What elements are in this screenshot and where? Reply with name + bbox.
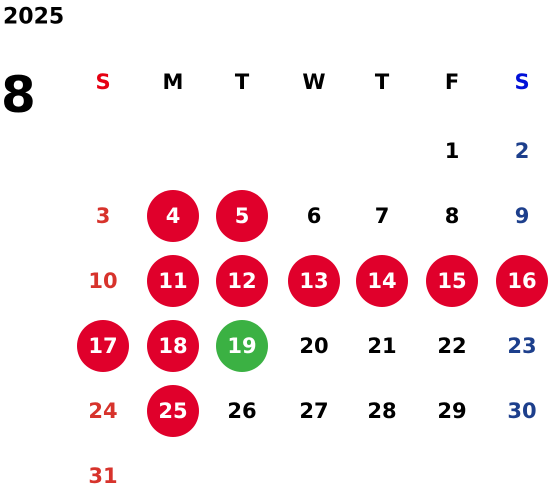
day-highlight	[426, 255, 478, 307]
day-highlight	[147, 385, 199, 437]
day-number: 31	[88, 464, 117, 488]
day-highlight	[216, 255, 268, 307]
day-number: 8	[445, 204, 460, 228]
day-highlight	[288, 255, 340, 307]
weekday-label: S	[514, 70, 529, 94]
day-number: 12	[227, 269, 256, 293]
day-number: 24	[88, 399, 117, 423]
day-number: 16	[507, 269, 536, 293]
day-number: 1	[445, 139, 460, 163]
day-number: 11	[158, 269, 187, 293]
weekday-label: M	[163, 70, 184, 94]
day-number: 20	[299, 334, 328, 358]
day-number: 6	[307, 204, 322, 228]
day-number: 26	[227, 399, 256, 423]
day-highlight	[147, 320, 199, 372]
day-number: 5	[235, 204, 250, 228]
weekday-label: T	[235, 70, 250, 94]
day-number: 9	[515, 204, 530, 228]
day-number: 23	[507, 334, 536, 358]
day-highlight	[496, 255, 548, 307]
weekday-label: F	[445, 70, 459, 94]
day-highlight	[147, 255, 199, 307]
day-number: 28	[367, 399, 396, 423]
day-number: 30	[507, 399, 536, 423]
day-highlight	[216, 190, 268, 242]
day-number: 19	[227, 334, 256, 358]
day-highlight	[216, 320, 268, 372]
weekday-label: S	[95, 70, 110, 94]
day-number: 29	[437, 399, 466, 423]
day-number: 4	[166, 204, 181, 228]
day-number: 22	[437, 334, 466, 358]
month: 8	[1, 66, 36, 124]
day-number: 7	[375, 204, 390, 228]
day-number: 15	[437, 269, 466, 293]
day-number: 17	[88, 334, 117, 358]
year: 2025	[3, 5, 64, 30]
day-number: 18	[158, 334, 187, 358]
day-number: 21	[367, 334, 396, 358]
day-number: 3	[96, 204, 111, 228]
day-highlight	[356, 255, 408, 307]
day-number: 13	[299, 269, 328, 293]
day-number: 10	[88, 269, 117, 293]
day-highlight	[147, 190, 199, 242]
day-number: 2	[515, 139, 530, 163]
weekday-label: W	[302, 70, 325, 94]
weekday-label: T	[375, 70, 390, 94]
day-highlight	[77, 320, 129, 372]
day-number: 25	[158, 399, 187, 423]
day-number: 27	[299, 399, 328, 423]
day-number: 14	[367, 269, 396, 293]
